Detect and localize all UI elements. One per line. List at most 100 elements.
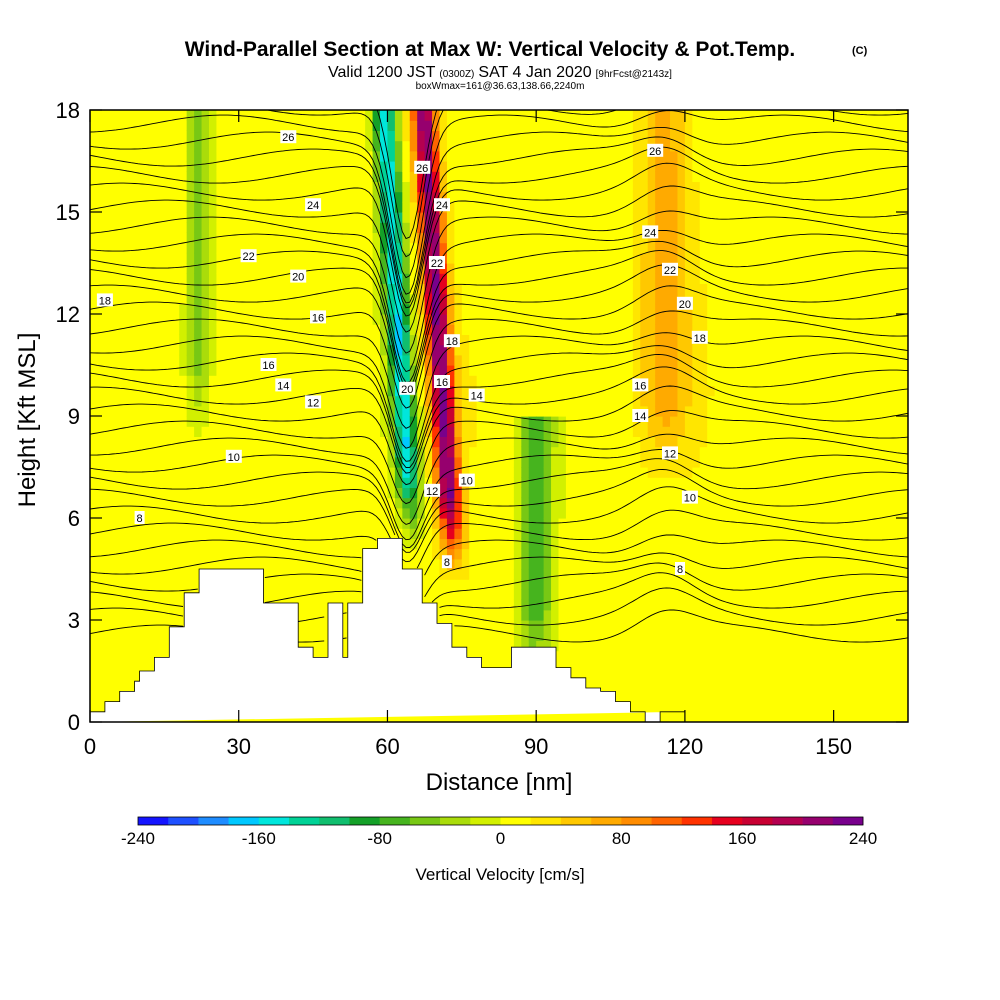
velocity-cell — [186, 110, 195, 121]
velocity-cell — [536, 303, 545, 315]
velocity-cell — [194, 140, 203, 152]
velocity-cell — [313, 375, 322, 386]
velocity-cell — [313, 589, 322, 601]
velocity-cell — [283, 120, 292, 131]
velocity-cell — [298, 589, 307, 601]
velocity-cell — [156, 120, 165, 131]
velocity-cell — [461, 640, 470, 652]
velocity-cell — [521, 477, 530, 488]
velocity-cell — [313, 191, 322, 203]
velocity-cell — [380, 507, 389, 519]
valid-time: Valid 1200 JST — [328, 64, 436, 81]
velocity-cell — [543, 375, 552, 386]
velocity-cell — [536, 385, 545, 397]
velocity-cell — [491, 528, 500, 539]
velocity-cell — [149, 538, 158, 550]
velocity-cell — [476, 426, 485, 437]
velocity-cell — [469, 201, 478, 213]
velocity-cell — [499, 161, 508, 172]
velocity-cell — [164, 630, 173, 641]
velocity-cell — [298, 416, 307, 427]
velocity-cell — [275, 569, 284, 580]
velocity-cell — [528, 569, 537, 580]
velocity-cell — [394, 120, 403, 131]
velocity-cell — [558, 150, 567, 162]
velocity-cell — [142, 324, 151, 335]
velocity-cell — [491, 477, 500, 488]
velocity-cell — [112, 130, 121, 142]
velocity-cell — [699, 314, 708, 325]
velocity-cell — [142, 660, 151, 672]
velocity-cell — [580, 609, 589, 621]
velocity-cell — [610, 477, 619, 488]
velocity-cell — [97, 620, 106, 631]
velocity-cell — [662, 140, 671, 152]
velocity-cell — [610, 161, 619, 172]
velocity-cell — [670, 599, 679, 611]
velocity-cell — [283, 232, 292, 244]
velocity-cell — [580, 477, 589, 488]
velocity-cell — [632, 497, 641, 509]
velocity-cell — [216, 487, 225, 499]
velocity-cell — [290, 558, 299, 570]
velocity-cell — [499, 507, 508, 519]
velocity-cell — [246, 467, 255, 478]
velocity-cell — [327, 548, 336, 560]
velocity-cell — [394, 344, 403, 356]
velocity-cell — [432, 232, 441, 244]
velocity-cell — [536, 497, 545, 509]
velocity-cell — [350, 212, 359, 223]
velocity-cell — [112, 212, 121, 223]
velocity-cell — [551, 314, 560, 325]
velocity-cell — [670, 497, 679, 509]
velocity-cell — [134, 252, 143, 264]
velocity-cell — [499, 293, 508, 305]
velocity-cell — [580, 558, 589, 570]
velocity-cell — [670, 375, 679, 386]
velocity-cell — [588, 467, 597, 478]
velocity-cell — [201, 548, 210, 560]
velocity-cell — [298, 620, 307, 631]
velocity-cell — [350, 426, 359, 437]
velocity-cell — [290, 436, 299, 448]
velocity-cell — [104, 324, 113, 335]
velocity-cell — [409, 548, 418, 560]
velocity-cell — [446, 252, 455, 264]
velocity-cell — [536, 405, 545, 417]
velocity-cell — [424, 426, 433, 437]
velocity-cell — [149, 548, 158, 560]
velocity-cell — [223, 130, 232, 142]
velocity-cell — [543, 303, 552, 315]
velocity-cell — [446, 283, 455, 295]
velocity-cell — [387, 140, 396, 152]
velocity-cell — [261, 558, 270, 570]
velocity-cell — [90, 477, 99, 488]
velocity-cell — [313, 161, 322, 172]
velocity-cell — [164, 252, 173, 264]
velocity-cell — [231, 171, 240, 182]
velocity-cell — [432, 140, 441, 152]
velocity-cell — [201, 293, 210, 305]
velocity-cell — [677, 120, 686, 131]
velocity-cell — [335, 416, 344, 427]
velocity-cell — [268, 252, 277, 264]
velocity-cell — [439, 140, 448, 152]
velocity-cell — [684, 130, 693, 142]
velocity-cell — [164, 579, 173, 590]
velocity-cell — [223, 150, 232, 162]
velocity-cell — [156, 222, 165, 233]
velocity-cell — [469, 252, 478, 264]
velocity-cell — [610, 222, 619, 233]
velocity-cell — [595, 609, 604, 621]
velocity-cell — [595, 273, 604, 284]
velocity-cell — [632, 630, 641, 641]
velocity-cell — [692, 324, 701, 335]
velocity-cell — [617, 569, 627, 580]
velocity-cell — [253, 222, 262, 233]
velocity-cell — [603, 354, 612, 366]
velocity-cell — [625, 436, 634, 448]
velocity-cell — [461, 273, 470, 284]
velocity-cell — [97, 681, 106, 692]
velocity-cell — [261, 252, 270, 264]
velocity-cell — [350, 456, 359, 468]
